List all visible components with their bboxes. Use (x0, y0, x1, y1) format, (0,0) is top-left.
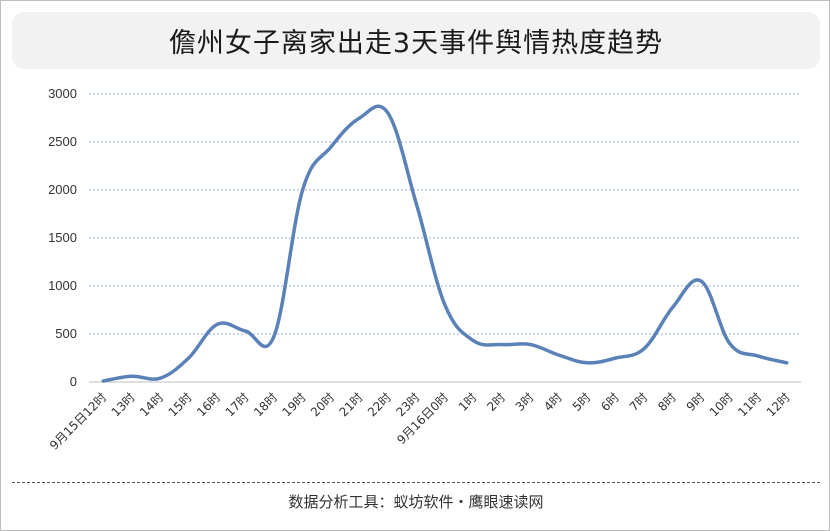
y-tick-label: 3000 (48, 86, 77, 101)
y-tick-label: 500 (55, 326, 77, 341)
x-tick-label: 19时 (280, 390, 309, 419)
data-point (357, 116, 362, 120)
footer-divider (12, 482, 820, 483)
x-tick-label: 11时 (735, 390, 764, 419)
data-point (272, 334, 276, 338)
data-point (329, 145, 333, 149)
y-tick-label: 2000 (48, 182, 77, 197)
y-axis: 0 500 1000 1500 2000 2500 3000 (48, 86, 77, 389)
data-point (785, 361, 789, 365)
data-point (443, 303, 447, 307)
x-tick-label: 21时 (336, 390, 365, 419)
y-tick-label: 0 (70, 374, 77, 389)
x-tick-label: 9时 (684, 390, 708, 414)
data-point (130, 374, 134, 378)
chart-title-bar: 儋州女子离家出走3天事件舆情热度趋势 (12, 12, 820, 69)
x-tick-label: 2时 (484, 390, 508, 414)
x-tick-label: 5时 (570, 390, 594, 414)
x-tick-label: 16时 (194, 390, 223, 419)
x-tick-label: 18时 (251, 390, 280, 419)
x-tick-label: 4时 (541, 390, 565, 414)
x-tick-label: 10时 (707, 390, 736, 419)
series-line (101, 104, 789, 383)
data-point (386, 111, 390, 115)
data-point (158, 376, 162, 380)
x-tick-label: 14时 (137, 390, 166, 419)
x-tick-label: 8时 (655, 390, 679, 414)
x-tick-label: 6时 (598, 390, 622, 414)
data-point (699, 279, 703, 283)
footer-credit: 数据分析工具：蚁坊软件・鹰眼速读网 (288, 493, 544, 511)
data-point (642, 346, 646, 350)
data-point (301, 188, 305, 192)
y-tick-label: 2500 (48, 134, 77, 149)
y-tick-label: 1500 (48, 230, 77, 245)
x-axis: 9月15日12时 13时 14时 15时 16时 17时 18时 19时 20时 21时 22时 23… (47, 381, 801, 453)
data-point (756, 354, 760, 358)
x-tick-label: 1时 (456, 390, 480, 414)
x-tick-label: 15时 (166, 390, 195, 419)
data-point (557, 353, 561, 357)
x-tick-label: 20时 (308, 390, 337, 419)
x-tick-label: 22时 (365, 390, 394, 419)
chart-title: 儋州女子离家出走3天事件舆情热度趋势 (168, 28, 664, 59)
x-tick-label: 7时 (627, 390, 651, 414)
series-layer (101, 104, 789, 383)
x-tick-label: 12时 (764, 390, 793, 419)
data-point (187, 356, 191, 360)
y-tick-label: 1000 (48, 278, 77, 293)
data-point (728, 342, 732, 346)
gridlines (89, 93, 801, 335)
data-point (101, 379, 105, 383)
data-point (614, 356, 618, 360)
data-point (471, 339, 476, 343)
data-point (528, 342, 533, 347)
x-tick-label: 17时 (223, 390, 252, 419)
data-point (585, 361, 590, 365)
data-point (215, 322, 219, 326)
x-tick-label: 13时 (109, 390, 138, 419)
data-point (500, 342, 504, 347)
data-point (414, 202, 419, 206)
data-point (671, 305, 675, 309)
x-tick-label: 9月15日12时 (47, 390, 109, 452)
x-tick-label: 3时 (513, 390, 537, 414)
data-point (244, 329, 248, 333)
